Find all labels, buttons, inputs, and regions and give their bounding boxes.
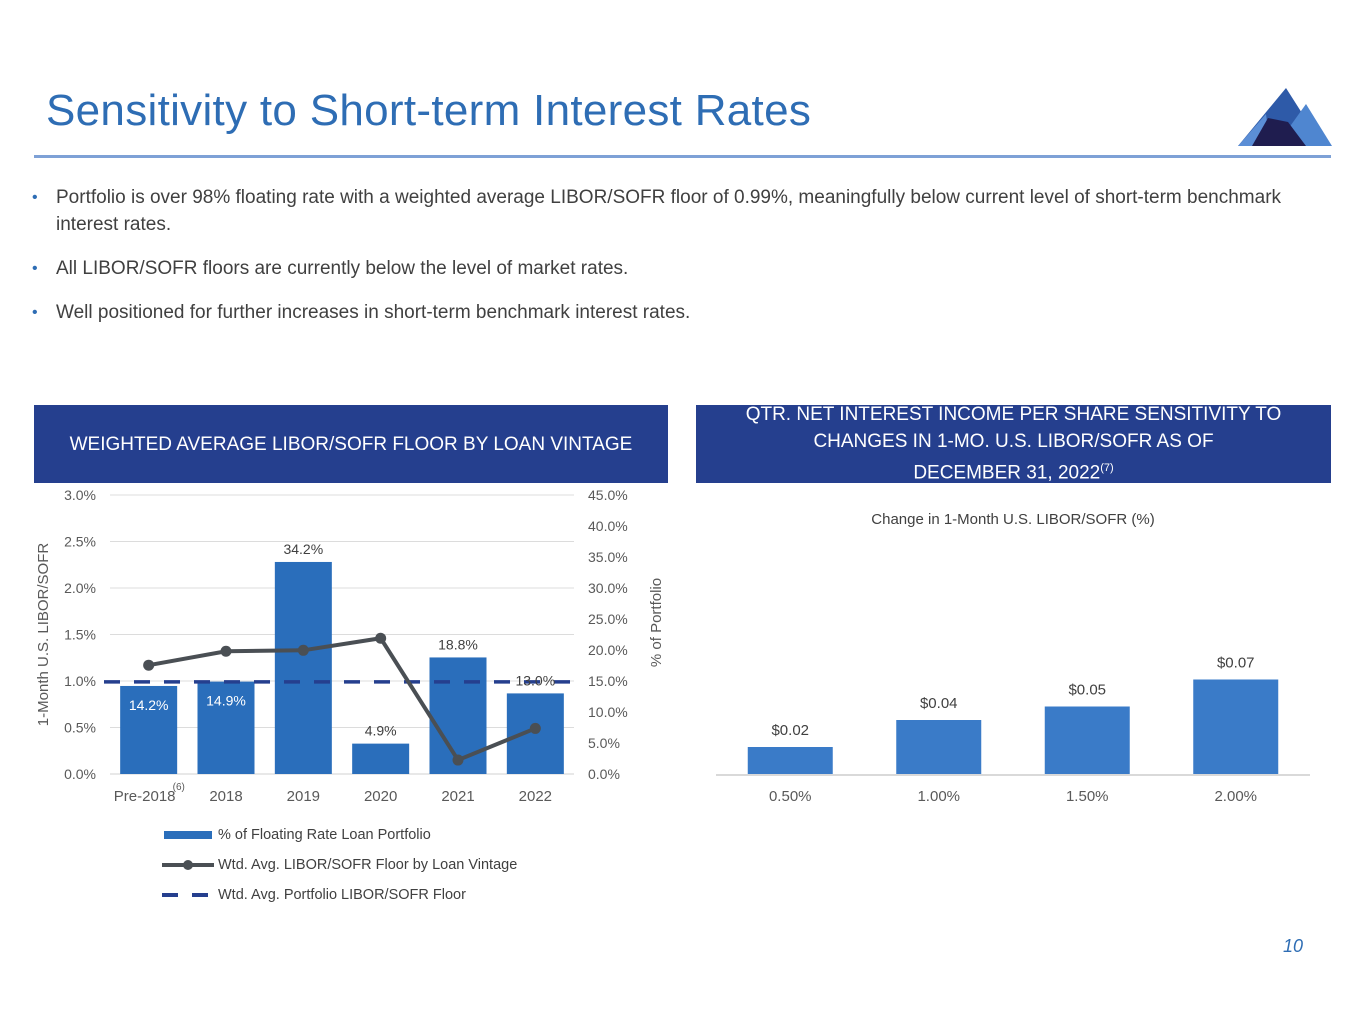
line-point	[375, 632, 387, 644]
y-tick-left: 2.0%	[64, 580, 96, 596]
y-tick-left: 0.0%	[64, 766, 96, 782]
bar-data-label: $0.02	[771, 722, 809, 739]
bar	[1193, 679, 1279, 774]
x-tick-footnote: (6)	[173, 782, 185, 793]
bullet-icon: •	[32, 189, 38, 206]
bar	[120, 685, 178, 774]
legend-line-marker-icon	[162, 860, 214, 870]
x-tick-label: 2022	[519, 788, 552, 805]
bullet-text: Portfolio is over 98% floating rate with…	[56, 187, 1282, 235]
bar	[747, 747, 833, 774]
y-tick-left: 3.0%	[64, 487, 96, 503]
bullet-item: • Portfolio is over 98% floating rate wit…	[30, 184, 1310, 238]
x-tick-label: Pre-2018	[114, 788, 176, 805]
legend-dashed-line-icon	[162, 893, 214, 897]
floor-by-vintage-line	[148, 636, 537, 763]
y-tick-right: 10.0%	[588, 704, 628, 720]
legend-label: Wtd. Avg. LIBOR/SOFR Floor by Loan Vinta…	[218, 857, 518, 873]
footnote-marker: (7)	[1100, 462, 1114, 475]
bullet-text: Well positioned for further increases in…	[56, 302, 691, 323]
legend-bar-swatch-icon	[164, 831, 212, 839]
y-axis-label-right: % of Portfolio	[648, 578, 665, 667]
y-tick-right: 5.0%	[588, 735, 620, 751]
legend-item-dashed: Wtd. Avg. Portfolio LIBOR/SOFR Floor	[162, 880, 517, 910]
bar	[352, 743, 410, 774]
legend-item-line: Wtd. Avg. LIBOR/SOFR Floor by Loan Vinta…	[162, 850, 517, 880]
bullet-icon: •	[32, 260, 38, 277]
x-tick-label: 2019	[287, 788, 320, 805]
bullet-text: All LIBOR/SOFR floors are currently belo…	[56, 258, 629, 279]
bar-data-label: 14.9%	[206, 693, 246, 709]
x-tick-label: 0.50%	[769, 788, 812, 805]
line-point	[529, 722, 541, 734]
bullet-list: • Portfolio is over 98% floating rate wit…	[30, 184, 1310, 343]
bar	[896, 720, 982, 774]
y-tick-right: 35.0%	[588, 549, 628, 565]
bar-data-label: $0.04	[920, 695, 958, 712]
bar-data-label: 18.8%	[438, 636, 478, 652]
legend-label: Wtd. Avg. Portfolio LIBOR/SOFR Floor	[218, 887, 466, 903]
legend-label: % of Floating Rate Loan Portfolio	[218, 827, 431, 843]
y-tick-left: 1.0%	[64, 673, 96, 689]
left-chart-heading-text: WEIGHTED AVERAGE LIBOR/SOFR FLOOR BY LOA…	[69, 433, 633, 455]
legend-item-bars: % of Floating Rate Loan Portfolio	[162, 820, 517, 850]
y-tick-left: 2.5%	[64, 534, 96, 550]
right-heading-line1: QTR. NET INTEREST INCOME PER SHARE SENSI…	[745, 404, 1282, 426]
x-tick-label: 1.00%	[917, 788, 960, 805]
bar-data-label: $0.07	[1217, 655, 1255, 672]
left-combo-chart: 0.0% 0.5% 1.0% 1.5% 2.0% 2.5% 3.0% 0.0% 5.0% 10.0…	[35, 487, 665, 805]
right-bar-chart: Change in 1-Month U.S. LIBOR/SOFR (%) $0.…	[716, 511, 1310, 805]
bar	[1044, 706, 1130, 774]
line-point	[452, 754, 464, 766]
y-tick-left: 1.5%	[64, 627, 96, 643]
bar	[274, 561, 332, 774]
y-tick-right: 40.0%	[588, 518, 628, 534]
bar-data-label: 34.2%	[283, 541, 323, 557]
y-tick-right: 25.0%	[588, 611, 628, 627]
right-heading-line3: DECEMBER 31, 2022	[913, 462, 1101, 484]
y-axis-label-left: 1-Month U.S. LIBOR/SOFR	[35, 543, 52, 727]
bar-data-label: 4.9%	[365, 723, 397, 739]
y-tick-left: 0.5%	[64, 720, 96, 736]
x-tick-label: 2.00%	[1214, 788, 1257, 805]
line-point	[297, 644, 309, 656]
bullet-item: • Well positioned for further increases i…	[30, 299, 1310, 326]
left-chart-legend: % of Floating Rate Loan Portfolio Wtd. A…	[162, 820, 517, 910]
bar-data-label: 13.0%	[515, 672, 555, 688]
x-tick-label: 1.50%	[1066, 788, 1109, 805]
bar-data-label: 14.2%	[129, 697, 169, 713]
bullet-icon: •	[32, 304, 38, 321]
x-tick-label: 2021	[441, 788, 474, 805]
chart-title: Change in 1-Month U.S. LIBOR/SOFR (%)	[871, 511, 1154, 528]
y-tick-right: 45.0%	[588, 487, 628, 503]
y-tick-right: 20.0%	[588, 642, 628, 658]
mountain-logo-icon	[1238, 88, 1332, 146]
bar	[197, 681, 255, 774]
page-number: 10	[1283, 936, 1304, 956]
y-tick-right: 30.0%	[588, 580, 628, 596]
x-tick-label: 2018	[209, 788, 242, 805]
page-title: Sensitivity to Short-term Interest Rates	[46, 86, 812, 135]
line-point	[220, 645, 232, 657]
x-tick-label: 2020	[364, 788, 397, 805]
y-tick-right: 15.0%	[588, 673, 628, 689]
right-heading-line2: CHANGES IN 1-MO. U.S. LIBOR/SOFR AS OF	[813, 431, 1214, 453]
right-chart-heading: QTR. NET INTEREST INCOME PER SHARE SENSI…	[696, 404, 1331, 484]
bar-data-label: $0.05	[1068, 682, 1106, 699]
title-divider	[34, 155, 1331, 158]
line-point	[143, 659, 155, 671]
left-chart-heading: WEIGHTED AVERAGE LIBOR/SOFR FLOOR BY LOA…	[34, 405, 668, 483]
bullet-item: • All LIBOR/SOFR floors are currently bel…	[30, 255, 1310, 282]
y-tick-right: 0.0%	[588, 766, 620, 782]
